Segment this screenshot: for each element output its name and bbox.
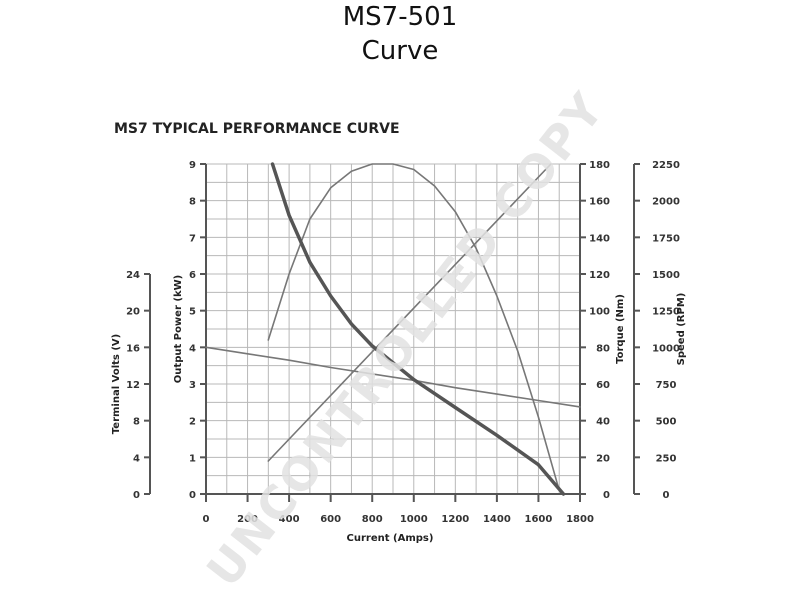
torque-axis-tick-label: 40: [596, 417, 610, 428]
x-tick-label: 1600: [525, 514, 553, 525]
page-title-line-2: Curve: [361, 36, 439, 66]
power-axis-tick-label: 9: [189, 160, 196, 171]
series: [205, 162, 581, 496]
power-axis-tick-label: 3: [189, 380, 196, 391]
torque-curve: [267, 163, 552, 462]
x-tick-label: 400: [279, 514, 300, 525]
chart-heading: MS7 TYPICAL PERFORMANCE CURVE: [114, 121, 400, 137]
volts-axis-tick-label: 16: [126, 343, 140, 354]
volts-curve: [205, 346, 581, 408]
power-curve: [267, 163, 561, 492]
speed-axis-title: Speed (RPM): [676, 293, 687, 366]
speed-axis-tick-label: 1250: [652, 307, 680, 318]
power-axis-tick-label: 2: [189, 417, 196, 428]
torque-axis-tick-label: 160: [589, 197, 610, 208]
volts-axis-tick-label: 0: [133, 490, 140, 501]
x-tick-label: 600: [320, 514, 341, 525]
torque-axis-tick-label: 60: [596, 380, 610, 391]
torque-axis-title: Torque (Nm): [615, 294, 626, 364]
speed-axis-tick-label: 1750: [652, 233, 680, 244]
power-axis-tick-label: 8: [189, 197, 196, 208]
torque-axis-tick-label: 100: [589, 307, 610, 318]
torque-axis-tick-label: 140: [589, 233, 610, 244]
axes: [144, 163, 640, 502]
torque-axis-tick-label: 20: [596, 453, 610, 464]
x-tick-label: 200: [237, 514, 258, 525]
power-axis-tick-label: 7: [189, 233, 196, 244]
speed-axis-tick-label: 1500: [652, 270, 680, 281]
torque-axis-tick-label: 180: [589, 160, 610, 171]
x-axis-title: Current (Amps): [347, 533, 434, 544]
power-axis-tick-label: 5: [189, 307, 196, 318]
speed-curve: [270, 162, 566, 496]
speed-axis-tick-label: 0: [663, 490, 670, 501]
speed-axis-tick-label: 250: [656, 453, 677, 464]
power-axis-tick-label: 6: [189, 270, 196, 281]
volts-axis-title: Terminal Volts (V): [111, 334, 122, 434]
speed-axis-tick-label: 2250: [652, 160, 680, 171]
x-tick-label: 1400: [483, 514, 511, 525]
volts-axis-tick-label: 12: [126, 380, 140, 391]
power-axis-title: Output Power (kW): [173, 275, 184, 383]
speed-axis-tick-label: 750: [656, 380, 677, 391]
page-title-line-1: MS7-501: [342, 2, 458, 32]
speed-axis-tick-label: 1000: [652, 343, 680, 354]
x-tick-label: 1200: [441, 514, 469, 525]
torque-axis-tick-label: 0: [603, 490, 610, 501]
speed-axis-tick-label: 2000: [652, 197, 680, 208]
x-tick-label: 1800: [566, 514, 594, 525]
tick-labels: 0123456789048121620240204060801001201401…: [111, 160, 687, 544]
power-axis-tick-label: 4: [189, 343, 196, 354]
power-axis-tick-label: 0: [189, 490, 196, 501]
volts-axis-tick-label: 20: [126, 307, 140, 318]
x-tick-label: 1000: [400, 514, 428, 525]
torque-axis-tick-label: 80: [596, 343, 610, 354]
torque-axis-tick-label: 120: [589, 270, 610, 281]
volts-axis-tick-label: 8: [133, 417, 140, 428]
speed-axis-tick-label: 500: [656, 417, 677, 428]
x-tick-label: 800: [362, 514, 383, 525]
x-tick-label: 0: [203, 514, 210, 525]
power-axis-tick-label: 1: [189, 453, 196, 464]
volts-axis-tick-label: 4: [133, 453, 140, 464]
volts-axis-tick-label: 24: [126, 270, 140, 281]
